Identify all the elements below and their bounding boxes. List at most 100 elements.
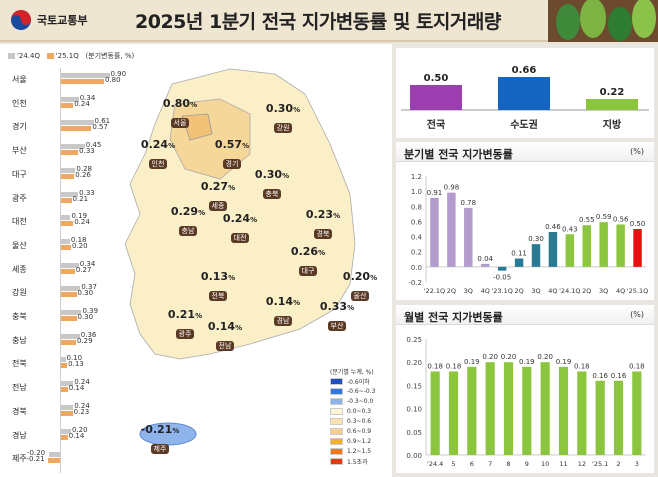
region-bar-a (60, 73, 110, 78)
map-region-value: 0.21% (163, 308, 207, 321)
region-bar-a (60, 381, 74, 387)
quarterly-panel: 분기별 전국 지가변동률 (%) -0.2 0.0 0.2 0.4 0.6 0.8 1.0 1… (396, 142, 654, 300)
taegeuk-icon (11, 10, 31, 30)
y-tick-label: 0.8 (411, 203, 422, 211)
x-tick-label: 2Q (447, 287, 456, 295)
region-bar-b (60, 79, 104, 84)
data-bar (633, 229, 642, 267)
summary-category: 지방 (603, 118, 622, 131)
page-title: 2025년 1분기 전국 지가변동률 및 토지거래량 (135, 11, 501, 33)
legend-color-swatch (330, 447, 343, 455)
data-label: 0.59 (596, 213, 612, 221)
region-bar-b (60, 363, 68, 369)
x-tick-label: 2Q (514, 287, 523, 295)
value-text: 0.21 (167, 308, 196, 321)
region-label: 전남 (12, 383, 27, 393)
region-value-b: 0.57 (92, 123, 108, 132)
region-value-a: 0.34 (79, 93, 96, 102)
data-label: 0.20 (537, 353, 553, 361)
region-value-a: 0.39 (82, 307, 99, 315)
percent-sign: % (235, 324, 243, 332)
data-label: 0.16 (611, 372, 627, 380)
region-value-b: -0.21 (26, 455, 45, 464)
data-label: 0.30 (528, 235, 544, 243)
region-bar-b (60, 221, 74, 227)
org-name: 국토교통부 (37, 14, 88, 27)
x-tick-label: 12 (578, 460, 586, 468)
summary-value: 0.22 (600, 87, 625, 98)
map-region-label: -0.21% 제주 (138, 423, 182, 455)
data-bar (514, 258, 524, 267)
region-value-a: 0.34 (79, 259, 96, 268)
region-bar-b (60, 197, 72, 203)
region-label: 강원 (12, 288, 27, 298)
x-tick-label: '23.1Q (491, 287, 512, 295)
data-bar (632, 371, 642, 455)
x-tick-label: 5 (451, 460, 455, 468)
map-region-value: 0.20% (338, 270, 382, 283)
percent-sign: % (195, 312, 203, 320)
summary-bar-chart: 0.50 전국 0.66 수도권 0.22 지방 (401, 65, 649, 131)
legend-color-swatch (330, 437, 343, 445)
data-bar (616, 224, 625, 267)
data-label: 0.19 (464, 358, 480, 366)
region-bar-a (60, 120, 94, 126)
region-value-b: 0.30 (77, 289, 94, 298)
region-label: 충남 (12, 335, 27, 345)
region-bar-a (60, 404, 74, 410)
map-legend-item: -0.6~-0.3 (330, 386, 375, 396)
region-value-a: 0.20 (72, 425, 88, 434)
data-label: 0.18 (629, 362, 645, 370)
monthly-panel: 월별 전국 지가변동률 (%) 0.00 0.05 0.10 0.15 0.20 0.25… (396, 305, 654, 473)
x-tick-label: 8 (506, 460, 510, 468)
x-tick-label: '24.1Q (559, 287, 580, 295)
data-bar (582, 225, 591, 267)
region-bar-b (48, 458, 60, 464)
value-text: 0.29 (170, 205, 199, 218)
map-legend-item: 1.5초과 (330, 456, 375, 466)
bar-legend: '24.4Q '25.1Q (분기변동률, %) (8, 51, 134, 61)
map-region-label: 0.27% 세종 (196, 180, 240, 212)
map-region-name: 전남 (215, 341, 235, 351)
y-tick-label: 0.15 (406, 382, 422, 390)
data-label: 0.16 (592, 372, 608, 380)
legend-color-swatch (330, 427, 343, 435)
x-tick-label: 10 (541, 460, 549, 468)
data-label: 0.56 (613, 215, 629, 223)
map-region-name: 전북 (208, 291, 228, 301)
region-bar-a (60, 357, 66, 363)
x-tick-label: 3Q (599, 287, 608, 295)
map-region-name: 서울 (170, 118, 190, 128)
map-legend-item: 0.3~0.6 (330, 416, 375, 426)
data-label: -0.05 (493, 274, 511, 282)
data-bar (548, 232, 558, 267)
summary-category: 전국 (427, 118, 445, 131)
data-bar (447, 192, 456, 267)
map-region-value: 0.80% (158, 97, 202, 110)
data-label: 0.04 (477, 255, 493, 263)
region-label: 부산 (12, 146, 27, 156)
region-value-b: 0.14 (68, 431, 85, 440)
region-value-b: 0.30 (77, 313, 94, 321)
regional-panel: '24.4Q '25.1Q (분기변동률, %) 서울 0.90 0.80 인천 … (0, 44, 392, 477)
quarterly-title: 분기별 전국 지가변동률 (396, 142, 654, 162)
legend-color-swatch (330, 457, 343, 465)
map-region-name: 경북 (313, 229, 333, 239)
region-bar-a (60, 191, 79, 197)
region-value-b: 0.20 (72, 241, 88, 250)
region-label: 세종 (12, 264, 27, 274)
map-region-label: 0.24% 인천 (136, 138, 180, 170)
data-bar (522, 366, 532, 455)
y-tick-label: 1.2 (411, 173, 422, 181)
summary-panel: 0.50 전국 0.66 수도권 0.22 지방 (396, 48, 654, 138)
value-text: 0.80 (162, 97, 191, 110)
value-text: 0.23 (305, 208, 334, 221)
percent-sign: % (172, 427, 180, 435)
map-region-value: 0.30% (261, 102, 305, 115)
map-region-label: 0.14% 전남 (203, 320, 247, 352)
data-bar (540, 362, 550, 455)
region-bar-b (60, 244, 71, 250)
map-region-name: 경남 (273, 316, 293, 326)
region-label: 서울 (12, 75, 27, 84)
data-label: 0.55 (579, 216, 595, 224)
